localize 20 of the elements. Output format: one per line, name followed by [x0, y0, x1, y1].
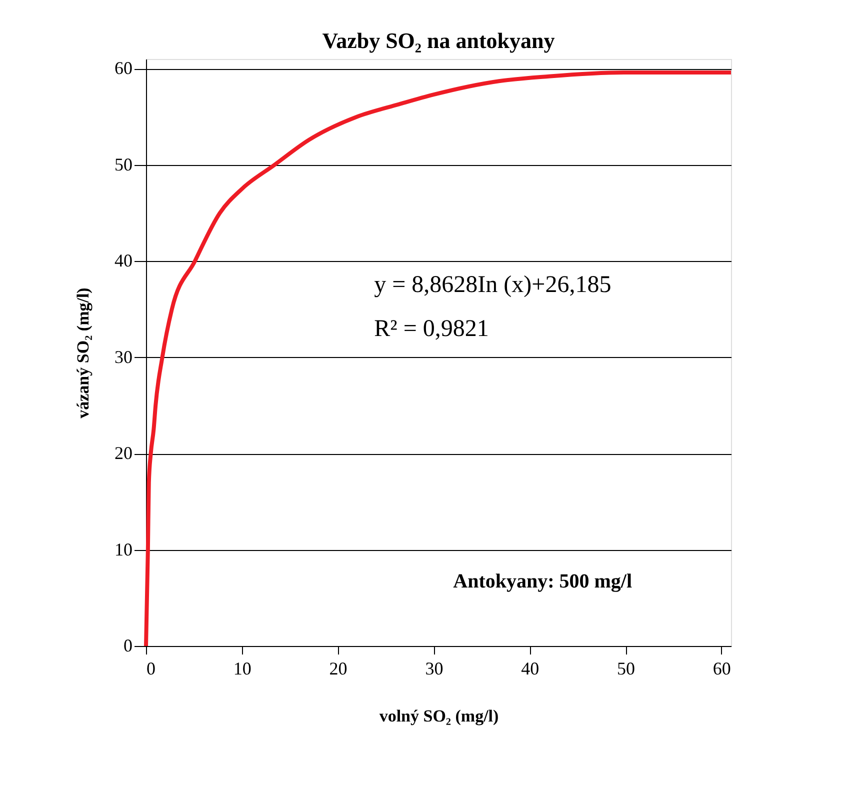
- annotation: R² = 0,9821: [374, 316, 489, 342]
- x-tick-label: 20: [329, 658, 348, 678]
- y-tick-label: 30: [114, 346, 132, 367]
- x-tick-label: 30: [425, 658, 444, 678]
- x-axis-title: volný SO₂ (mg/l): [379, 706, 499, 726]
- y-tick-label: 10: [114, 539, 132, 560]
- x-tick-label: 0: [146, 658, 156, 678]
- chart-title: Vazby SO₂ na antokyany: [322, 28, 555, 53]
- x-tick-label: 60: [712, 658, 731, 678]
- annotation: y = 8,8628In (x)+26,185: [374, 272, 612, 298]
- x-tick-label: 40: [521, 658, 540, 678]
- y-tick-label: 0: [124, 636, 132, 656]
- y-tick-label: 50: [114, 154, 132, 174]
- y-tick-label: 60: [114, 58, 132, 78]
- x-tick-label: 10: [233, 658, 252, 678]
- y-axis-title: vázaný SO₂ (mg/l): [74, 288, 92, 418]
- annotation: Antokyany: 500 mg/l: [453, 570, 632, 592]
- y-tick-label: 20: [114, 443, 132, 464]
- x-tick-label: 50: [617, 658, 636, 678]
- y-tick-label: 40: [114, 250, 132, 271]
